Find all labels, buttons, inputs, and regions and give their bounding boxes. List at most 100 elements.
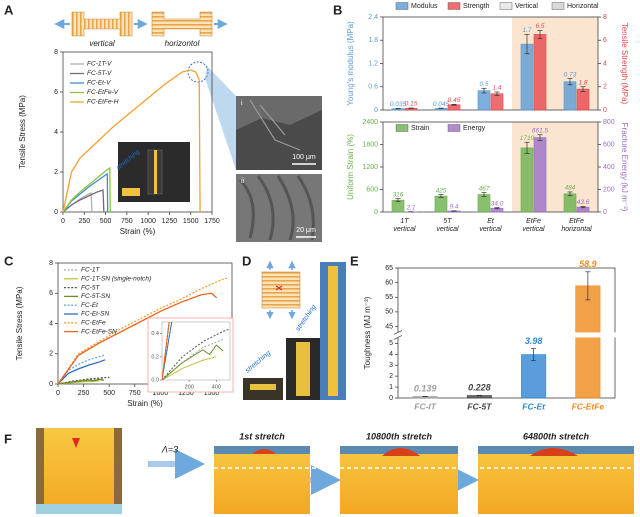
y-tick-label: 65 [385,265,393,272]
photo [478,446,634,514]
y-axis-label: Tensile Stress (MPa) [18,95,27,169]
data-line [62,166,111,213]
y-tick-label: 2 [49,351,53,358]
legend-label: FC-1T [81,267,100,274]
stage-label: 64800th stretch [523,431,590,441]
y-tick-label: 1.8 [368,37,378,44]
x-tick-label: FC-IT [414,401,437,411]
value-label: 0.228 [468,383,491,393]
sem-texture [236,110,322,170]
y-axis-label: Toughness (MJ m⁻³) [363,296,372,369]
x-axis-label: Strain (%) [120,227,156,236]
x-tick-label: 1500 [204,390,220,397]
photo-detail [296,342,310,396]
data-line [57,277,228,385]
x-tick-label: Et [487,218,495,225]
legend-label: FC-EtFe-SN [81,328,117,335]
y-tick-label: 0 [374,107,378,114]
stage-label: 10800th stretch [366,431,433,441]
y-tick-label: 0 [54,209,58,216]
sem-texture [238,175,315,241]
y-tick-label: 1 [389,384,393,391]
shape-label: vertical [89,39,115,48]
bar [533,137,547,213]
legend-swatch [447,124,461,132]
y-tick-label: 0 [49,381,53,388]
zoom-circle [187,61,209,83]
legend-label: Modulus [411,3,438,10]
x-tick-label: 500 [100,218,112,225]
sem-index: ii [241,178,245,185]
bar [533,34,547,111]
panel-label: B [333,2,342,17]
panel-label: A [4,2,14,17]
x-tick-label: 250 [78,218,90,225]
y-tick-label: 6 [54,89,58,96]
bar [563,81,577,111]
y-tick-label: 3 [389,362,393,369]
legend-label: FC-5T-SN [81,293,110,300]
inset-photo: stretching [115,142,190,202]
legend-swatch [447,2,461,10]
y-tick-label: 0 [389,395,393,402]
y2-axis-label: Fracture Energy (kJ m⁻³) [620,123,629,212]
y-tick-label: 8 [54,49,58,56]
bar [563,193,577,213]
axes: 0 2 4 6 8 0 250 500 750 1000 1250 1500 Strain (%) Ten… [15,260,233,408]
sem-index: i [241,100,243,107]
data-line [162,356,217,380]
y-tick-label: 8 [49,260,53,267]
value-label: 3.98 [525,336,543,346]
panel-label: C [4,253,14,268]
bar [521,354,547,399]
y-tick-label: 45 [385,323,393,330]
value-label: 34.0 [491,200,504,207]
x-tick-label: 750 [121,218,133,225]
legend-swatch [551,2,565,10]
panel-label: D [242,253,251,268]
legend-swatch [395,124,409,132]
photo [214,446,310,514]
value-label: 484 [565,185,576,192]
legend-label: FC-EtFe [81,320,106,327]
x-tick-label: 1250 [162,218,178,225]
x-tick-sublabel: horizontal [561,226,592,233]
y-tick-label: 4 [54,129,58,136]
value-label: 58.9 [579,259,597,269]
y-axis-label: Uniform Strain (%) [346,134,355,200]
value-label: 1710 [520,135,535,142]
x-tick-sublabel: vertical [393,226,416,233]
y2-axis-label: Tensile Strength (MPa) [620,23,629,105]
sem-images: i 100 μm ii 20 μm [236,96,322,242]
axis-break-mark [393,335,403,340]
y-tick-label: 6 [49,290,53,297]
legend-label: Strength [463,3,490,10]
panel-label: F [4,431,12,446]
y-tick-label: 1800 [362,141,378,148]
x-tick-label: 1000 [140,218,156,225]
bar [477,90,491,111]
legend-label: Strain [411,125,429,132]
y-tick-label: 800 [603,119,615,126]
inset: 200 400 0.0 0.2 0.4 [147,317,234,393]
axis-break [394,332,619,338]
data-line [62,172,109,213]
data-line [62,69,201,213]
x-tick-sublabel: vertical [436,226,459,233]
y-tick-label: 600 [603,141,615,148]
value-label: 467 [479,185,490,192]
data-line [162,344,224,380]
inset-lines [162,322,230,380]
inset-y-tick-label: 0.2 [151,354,159,360]
zoom-cone [205,66,236,170]
specimen-shapes: vertical horizontol [54,11,228,48]
photo-detail [122,188,140,196]
x-tick-label: FC-EtFe [572,401,605,411]
y-tick-label: 0 [603,209,607,216]
x-tick-label: 750 [129,390,141,397]
axis-break-mark [393,330,403,335]
legend-swatch [499,2,513,10]
y-tick-label: 2 [389,373,393,380]
x-tick-sublabel: vertical [522,226,545,233]
